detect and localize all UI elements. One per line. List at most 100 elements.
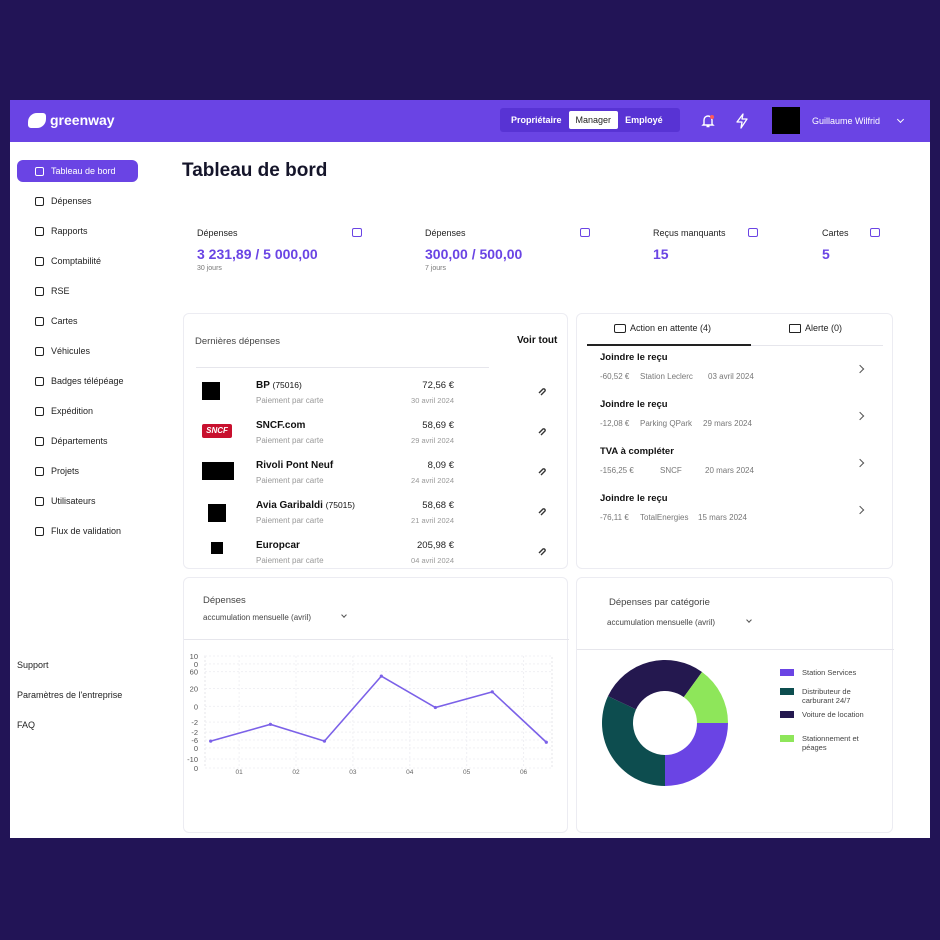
task-date: 20 mars 2024 (705, 466, 754, 475)
nav-item[interactable]: Cartes (17, 310, 138, 332)
x-tick-label: 01 (236, 769, 244, 776)
nav-item[interactable]: Rapports (17, 220, 138, 242)
merchant-logo (202, 382, 220, 400)
footer-link[interactable]: Support (17, 660, 49, 670)
bell-icon[interactable] (700, 113, 716, 129)
nav-icon (35, 317, 44, 326)
nav-label: Expédition (51, 406, 94, 416)
merchant-name: SNCF.com (256, 420, 306, 431)
attachment-icon[interactable] (537, 506, 547, 516)
legend-label: Distributeur de carburant 24/7 (802, 687, 851, 705)
logo[interactable]: greenway (50, 112, 115, 128)
task-merchant: TotalEnergies (640, 513, 689, 522)
task-merchant: Station Leclerc (640, 372, 693, 381)
data-point (490, 690, 494, 694)
task-title[interactable]: Joindre le reçu (600, 493, 668, 504)
nav-item[interactable]: Expédition (17, 400, 138, 422)
nav-icon (35, 167, 44, 176)
chart-subtitle[interactable]: accumulation mensuelle (avril) (203, 613, 312, 622)
merchant-detail: (75016) (272, 380, 302, 390)
nav-label: Dépenses (51, 196, 92, 206)
attachment-icon[interactable] (537, 426, 547, 436)
nav-icon (35, 287, 44, 296)
role-button[interactable]: Manager (568, 111, 619, 129)
tasks-card: Action en attente (4) Alerte (0) Joindre l… (576, 313, 893, 569)
task-merchant: SNCF (660, 466, 682, 475)
plot-frame (204, 655, 553, 769)
amount: 72,56 € (422, 380, 454, 391)
role-button[interactable]: Employé (625, 115, 663, 125)
tab[interactable]: Alerte (0) (805, 323, 843, 333)
nav-item[interactable]: Véhicules (17, 340, 138, 362)
footer-link[interactable]: Paramètres de l'entreprise (17, 690, 123, 700)
nav-item[interactable]: Comptabilité (17, 250, 138, 272)
nav-item[interactable]: Dépenses (17, 190, 138, 212)
nav-item[interactable]: Tableau de bord (17, 160, 138, 182)
nav-item[interactable]: Projets (17, 460, 138, 482)
attachment-icon[interactable] (537, 466, 547, 476)
user-name[interactable]: Guillaume Wilfrid (812, 116, 881, 126)
task-title[interactable]: TVA à compléter (600, 446, 674, 457)
line-chart-card: Dépenses accumulation mensuelle (avril) (183, 577, 569, 833)
pie-slice (602, 696, 665, 786)
nav-icon (35, 377, 44, 386)
merchant-logo (202, 462, 234, 480)
chart-title: Dépenses par catégorie (609, 597, 710, 608)
nav-item[interactable]: Flux de validation (17, 520, 138, 542)
role-button[interactable]: Propriétaire (511, 115, 562, 125)
footer-link[interactable]: FAQ (17, 720, 36, 730)
header: greenway Propriétaire Manager Employé Guil… (10, 100, 930, 142)
nav-item[interactable]: RSE (17, 280, 138, 302)
nav-label: Comptabilité (51, 256, 102, 266)
merchant-name: Europcar (256, 540, 300, 551)
task-title[interactable]: Joindre le reçu (600, 352, 668, 363)
data-point (379, 674, 383, 678)
nav-item[interactable]: Utilisateurs (17, 490, 138, 512)
task-amount: -76,11 € (600, 513, 629, 522)
task-amount: -12,08 € (600, 419, 630, 428)
legend-label: Station Services (802, 668, 857, 677)
stat-value: 5 (822, 246, 830, 262)
payment-method: Paiement par carte (256, 476, 324, 485)
see-all-link[interactable]: Voir tout (517, 335, 558, 346)
nav-icon (35, 257, 44, 266)
tab-underline (587, 344, 751, 346)
nav-label: Utilisateurs (51, 496, 96, 506)
stat-label: Reçus manquants (653, 228, 726, 238)
task-title[interactable]: Joindre le reçu (600, 399, 668, 410)
nav-icon (35, 197, 44, 206)
recent-expenses-card: Dernières dépenses Voir tout BP (75016) P… (183, 313, 568, 569)
x-tick-label: 05 (463, 769, 471, 776)
task-amount: -156,25 € (600, 466, 634, 475)
merchant-logo (211, 542, 223, 554)
tab[interactable]: Action en attente (4) (630, 323, 712, 333)
date: 04 avril 2024 (411, 556, 454, 565)
nav-icon (35, 437, 44, 446)
y-tick-label: -2 (191, 718, 198, 727)
date: 21 avril 2024 (411, 516, 454, 525)
tab-icon (614, 324, 626, 333)
stat-value: 3 231,89 / 5 000,00 (197, 246, 318, 262)
nav-label: Badges télépéage (51, 376, 124, 386)
nav-item[interactable]: Badges télépéage (17, 370, 138, 392)
attachment-icon[interactable] (537, 386, 547, 396)
bolt-icon[interactable] (734, 113, 750, 129)
task-amount: -60,52 € (600, 372, 630, 381)
app: greenway Propriétaire Manager Employé Guil… (10, 100, 930, 838)
pie-slice (665, 723, 728, 786)
attachment-icon[interactable] (537, 546, 547, 556)
nav-item[interactable]: Départements (17, 430, 138, 452)
chart-subtitle[interactable]: accumulation mensuelle (avril) (607, 618, 716, 627)
legend-swatch (780, 669, 794, 676)
task-date: 15 mars 2024 (698, 513, 747, 522)
avatar[interactable] (772, 107, 800, 134)
page-title: Tableau de bord (182, 160, 328, 181)
card-title: Dernières dépenses (195, 336, 281, 347)
nav-icon (35, 527, 44, 536)
stat-icon (352, 228, 362, 237)
chart-title: Dépenses (203, 595, 246, 606)
amount: 8,09 € (427, 460, 454, 471)
role-switch: Propriétaire Manager Employé (500, 108, 680, 132)
